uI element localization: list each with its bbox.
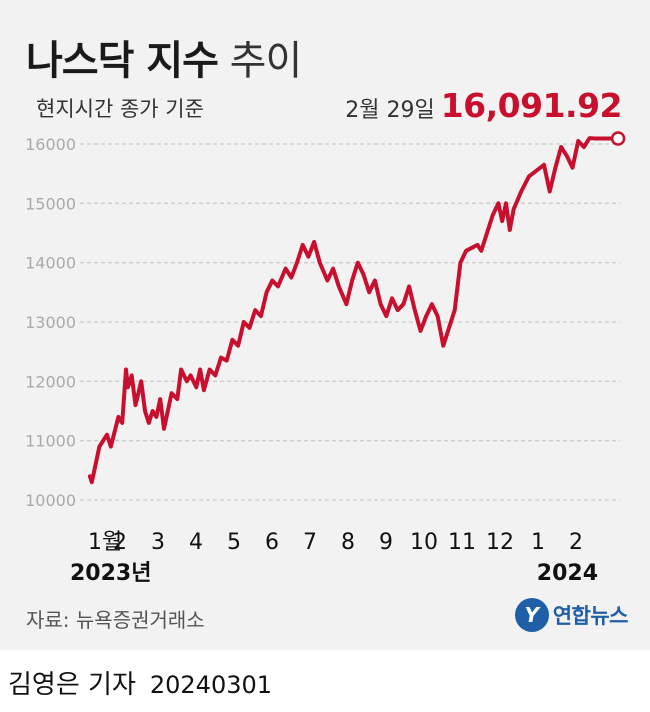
y-tick-label: 15000	[25, 194, 76, 213]
chart-subtitle: 현지시간 종가 기준	[36, 97, 204, 121]
latest-value-callout: 2월 29일 16,091.92	[345, 86, 622, 125]
reporter-name: 김영은 기자	[8, 670, 136, 700]
x-tick-label: 12	[486, 530, 514, 555]
x-tick-label: 5	[227, 530, 241, 555]
gridlines	[80, 143, 620, 501]
x-tick-label: 6	[265, 530, 279, 555]
logo-mark-icon: Y	[514, 598, 549, 632]
series-line	[87, 136, 621, 485]
y-tick-label: 16000	[25, 135, 76, 154]
yonhap-logo: Y 연합뉴스	[514, 598, 629, 632]
x-tick-label: 10	[410, 530, 438, 555]
latest-date: 2월 29일	[345, 98, 435, 123]
x-tick-label: 2	[113, 530, 127, 555]
latest-value: 16,091.92	[440, 86, 623, 125]
y-tick-label: 14000	[25, 254, 76, 273]
logo-text: 연합뉴스	[552, 604, 629, 628]
y-axis-ticks: 10000 11000 12000 13000 14000 15000 16000	[25, 135, 76, 510]
title-bold: 나스닥 지수	[26, 38, 219, 84]
byline: 김영은 기자 20240301	[8, 664, 272, 701]
x-tick-label: 1	[531, 530, 545, 555]
x-tick-label: 1월	[88, 530, 122, 555]
x-tick-label: 11	[448, 530, 476, 555]
year-label: 2024	[537, 561, 598, 586]
x-tick-label: 2	[569, 530, 583, 555]
y-tick-label: 13000	[25, 313, 76, 332]
y-tick-label: 10000	[25, 491, 76, 510]
chart-title: 나스닥 지수 추이	[26, 28, 303, 86]
publish-date: 20240301	[149, 671, 273, 699]
x-tick-label: 3	[151, 530, 165, 555]
infographic-card	[0, 0, 650, 650]
x-tick-label: 4	[189, 530, 203, 555]
y-tick-label: 12000	[25, 372, 76, 391]
x-tick-label: 9	[379, 530, 393, 555]
series-layer	[87, 131, 626, 485]
x-tick-label: 8	[341, 530, 355, 555]
year-label: 2023년	[70, 561, 151, 586]
data-source: 자료: 뉴욕증권거래소	[26, 608, 205, 632]
y-tick-label: 11000	[25, 432, 76, 451]
title-light: 추이	[229, 38, 303, 84]
latest-point-marker	[610, 131, 626, 146]
x-tick-label: 7	[303, 530, 317, 555]
